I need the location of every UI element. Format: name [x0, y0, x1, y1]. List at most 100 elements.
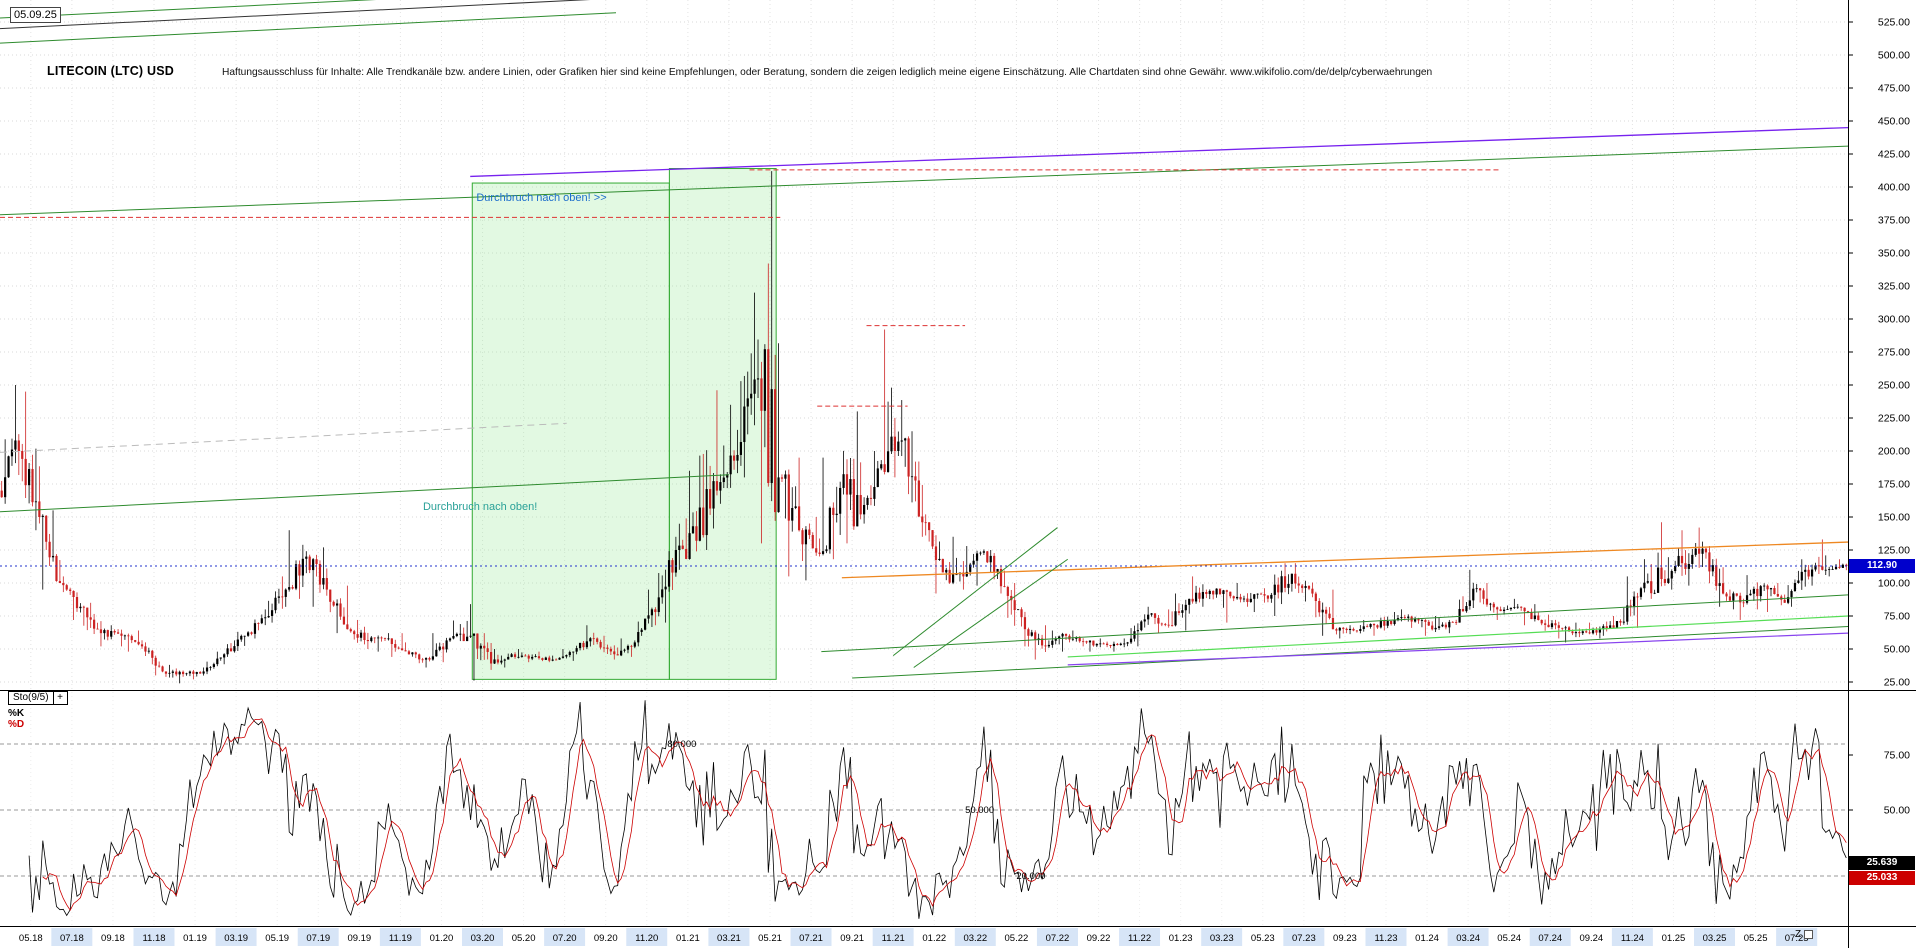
price-axis-label: 25.00	[1884, 677, 1910, 689]
breakout-zone	[668, 168, 777, 680]
time-axis-label: 05.22	[1005, 933, 1029, 944]
sto-level-label: 20.000	[1016, 871, 1045, 882]
time-axis-label: 05.18	[19, 933, 43, 944]
time-axis-label: 03.22	[963, 933, 987, 944]
sto-indicator-label[interactable]: Sto(9/5)	[8, 691, 54, 705]
trend-line	[0, 145, 1849, 216]
price-axis-label: 525.00	[1878, 17, 1910, 29]
sto-level-label: 80.000	[667, 739, 696, 750]
time-axis-block	[51, 928, 93, 946]
time-axis-block	[544, 928, 586, 946]
sto-add-button[interactable]: +	[53, 691, 68, 705]
sto-indicator-header: Sto(9/5) +	[8, 691, 68, 705]
time-axis-block	[872, 928, 914, 946]
time-axis-label: 07.20	[553, 933, 577, 944]
time-axis-label: 09.24	[1579, 933, 1603, 944]
trend-line	[852, 626, 1849, 679]
sto-level-label: 50.000	[965, 805, 994, 816]
time-axis-block	[1735, 928, 1777, 946]
time-axis-label: 07.18	[60, 933, 84, 944]
time-axis-label: 07.21	[799, 933, 823, 944]
time-axis-label: 05.20	[512, 933, 536, 944]
time-axis-label: 11.24	[1621, 933, 1644, 944]
time-axis-block	[831, 928, 873, 946]
time-axis-block	[133, 928, 175, 946]
trend-line	[0, 0, 377, 19]
time-axis-label: 11.21	[882, 933, 905, 944]
zoom-z-label[interactable]: Z	[1795, 929, 1802, 940]
time-axis-label: 07.23	[1292, 933, 1316, 944]
time-axis-block	[1283, 928, 1325, 946]
sto-d-value-badge: 25.033	[1849, 870, 1915, 885]
sto-d-line	[42, 718, 1847, 911]
price-axis-label: 375.00	[1878, 215, 1910, 227]
price-axis-label: 150.00	[1878, 512, 1910, 524]
time-axis-block	[297, 928, 339, 946]
price-axis-strip	[1849, 0, 1916, 948]
time-axis-label: 03.23	[1210, 933, 1234, 944]
time-axis-label: 05.21	[758, 933, 782, 944]
trend-lines	[0, 0, 1849, 679]
sto-d-label: %D	[8, 719, 25, 730]
time-axis-label: 09.19	[347, 933, 371, 944]
last-price-badge: 112.90	[1849, 558, 1915, 573]
price-axis-label: 75.00	[1884, 611, 1910, 623]
price-axis-label: 300.00	[1878, 314, 1910, 326]
sto-k-label: %K	[8, 708, 25, 719]
trend-line	[0, 0, 591, 30]
time-axis-block	[1570, 928, 1612, 946]
time-axis-label: 07.22	[1046, 933, 1070, 944]
price-axis-label: 125.00	[1878, 545, 1910, 557]
time-axis-block	[379, 928, 421, 946]
time-axis-label: 03.20	[471, 933, 495, 944]
time-axis-label: 05.19	[265, 933, 289, 944]
trend-line	[821, 594, 1849, 653]
time-axis-label: 11.20	[635, 933, 658, 944]
time-axis-block	[1611, 928, 1653, 946]
time-axis-block	[1324, 928, 1366, 946]
sto-k-value-badge: 25.639	[1849, 855, 1915, 870]
price-axis-label: 200.00	[1878, 446, 1910, 458]
time-axis-block	[10, 928, 52, 946]
time-axis-block	[790, 928, 832, 946]
trend-line	[0, 12, 617, 44]
price-axis-label: 500.00	[1878, 50, 1910, 62]
time-axis-label: 07.19	[306, 933, 330, 944]
price-axis-label: 175.00	[1878, 479, 1910, 491]
time-axis-label: 11.19	[389, 933, 412, 944]
sto-axis-label: 75.00	[1884, 750, 1910, 762]
time-axis-label: 07.25	[1785, 933, 1809, 944]
time-axis[interactable]: 05.18 07.18 09.18 11.18 01.19 03.19 05.19 07.19…	[10, 928, 1818, 946]
time-axis-label: 05.24	[1497, 933, 1521, 944]
time-axis-block	[1242, 928, 1284, 946]
time-axis-block	[1652, 928, 1694, 946]
sto-axis-label: 50.00	[1884, 805, 1910, 817]
vertical-gridlines	[30, 0, 1798, 926]
price-axis-label: 225.00	[1878, 413, 1910, 425]
time-axis-block	[174, 928, 216, 946]
zoom-z-box-icon[interactable]	[1804, 930, 1814, 939]
chart-title: LITECOIN (LTC) USD	[47, 64, 174, 78]
trend-line	[470, 126, 1849, 178]
time-axis-block	[667, 928, 709, 946]
price-axis-label: 475.00	[1878, 83, 1910, 95]
time-axis-block	[1488, 928, 1530, 946]
time-axis-label: 03.19	[224, 933, 248, 944]
time-axis-label: 09.20	[594, 933, 618, 944]
time-axis-block	[420, 928, 462, 946]
price-axis[interactable]: 525.00 500.00 475.00 450.00 425.00 400.00 375.…	[1848, 17, 1910, 689]
trend-line	[1067, 615, 1849, 658]
time-axis-label: 01.25	[1662, 933, 1686, 944]
time-axis-label: 09.22	[1087, 933, 1111, 944]
time-axis-label: 05.23	[1251, 933, 1275, 944]
candlesticks	[0, 171, 1848, 684]
time-axis-label: 01.23	[1169, 933, 1193, 944]
time-axis-block	[215, 928, 257, 946]
time-axis-block	[462, 928, 504, 946]
zoom-z-button[interactable]: Z	[1795, 929, 1814, 940]
time-axis-label: 05.25	[1744, 933, 1768, 944]
time-axis-label: 01.21	[676, 933, 700, 944]
trend-line	[0, 474, 729, 513]
